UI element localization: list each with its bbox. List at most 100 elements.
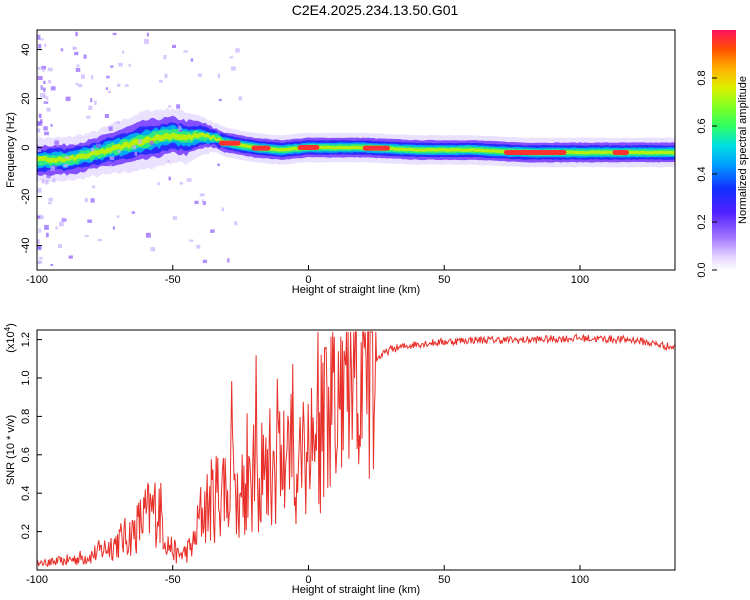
noise-speck bbox=[62, 217, 65, 221]
noise-speck bbox=[105, 87, 109, 90]
noise-speck bbox=[75, 67, 81, 72]
spectrogram-peak bbox=[612, 149, 629, 155]
noise-speck bbox=[41, 178, 45, 184]
noise-speck bbox=[94, 100, 97, 105]
bottom-x-tick-label: -100 bbox=[26, 574, 48, 586]
noise-speck bbox=[201, 199, 204, 204]
noise-speck bbox=[167, 160, 170, 163]
noise-speck bbox=[75, 82, 79, 85]
noise-speck bbox=[54, 140, 59, 145]
noise-speck bbox=[138, 139, 142, 144]
spectrogram-ridge bbox=[37, 31, 675, 267]
spectrogram-peak bbox=[362, 145, 390, 151]
noise-speck bbox=[106, 75, 110, 79]
noise-speck bbox=[116, 215, 120, 219]
noise-speck bbox=[217, 73, 221, 79]
noise-speck bbox=[202, 200, 206, 205]
noise-speck bbox=[172, 216, 177, 220]
spectrogram-peak bbox=[297, 145, 320, 151]
noise-speck bbox=[146, 32, 149, 37]
noise-speck bbox=[199, 193, 205, 197]
noise-speck bbox=[37, 187, 42, 193]
noise-speck bbox=[38, 260, 43, 264]
noise-speck bbox=[48, 79, 52, 84]
snr-panel: -100 -50 0 50 100 0.2 0.4 0.6 0.8 1.0 1.2 Height … bbox=[3, 323, 676, 596]
noise-speck bbox=[46, 232, 49, 238]
noise-speck bbox=[186, 178, 192, 182]
noise-speck bbox=[92, 185, 96, 189]
noise-speck bbox=[218, 98, 222, 102]
noise-speck bbox=[131, 211, 136, 214]
top-x-tick-label: 50 bbox=[438, 274, 450, 286]
top-y-tick-label: 20 bbox=[20, 92, 32, 104]
noise-speck bbox=[87, 219, 93, 223]
top-y-axis: -40 -20 0 20 40 bbox=[20, 43, 42, 253]
noise-speck bbox=[44, 224, 49, 230]
colorbar-tick-label: 0.6 bbox=[696, 118, 708, 133]
noise-speck bbox=[44, 131, 49, 136]
noise-speck bbox=[41, 65, 47, 70]
noise-speck bbox=[164, 73, 168, 79]
noise-speck bbox=[43, 87, 46, 92]
top-y-tick-label: -20 bbox=[20, 189, 32, 205]
bottom-y-tick-label: 1.2 bbox=[20, 332, 32, 347]
bottom-x-tick-label: 50 bbox=[438, 574, 450, 586]
noise-speck bbox=[235, 48, 240, 53]
noise-speck bbox=[88, 105, 93, 110]
noise-speck bbox=[65, 96, 71, 102]
colorbar-tick-label: 0.2 bbox=[696, 214, 708, 229]
noise-speck bbox=[178, 125, 182, 131]
noise-speck bbox=[149, 140, 154, 146]
noise-speck bbox=[112, 32, 117, 36]
noise-speck bbox=[58, 244, 62, 249]
bottom-x-tick-label: 0 bbox=[305, 574, 311, 586]
noise-speck bbox=[168, 105, 172, 108]
noise-speck bbox=[74, 51, 79, 56]
noise-speck bbox=[163, 55, 167, 60]
noise-speck bbox=[117, 149, 121, 154]
noise-speck bbox=[134, 151, 138, 156]
noise-speck bbox=[144, 39, 149, 44]
top-x-tick-label: -50 bbox=[165, 274, 181, 286]
top-x-axis: -100 -50 0 50 100 bbox=[26, 265, 589, 286]
noise-speck bbox=[104, 113, 110, 118]
noise-speck bbox=[45, 179, 49, 185]
bottom-x-tick-label: -50 bbox=[165, 574, 181, 586]
noise-speck bbox=[128, 63, 131, 67]
noise-speck bbox=[37, 149, 42, 153]
noise-speck bbox=[50, 166, 55, 171]
noise-speck bbox=[109, 156, 115, 161]
noise-speck bbox=[194, 200, 199, 205]
top-x-tick-label: 100 bbox=[571, 274, 589, 286]
noise-speck bbox=[76, 64, 80, 68]
noise-speck bbox=[50, 123, 53, 127]
noise-speck bbox=[46, 174, 51, 179]
noise-speck bbox=[230, 66, 236, 71]
bottom-y-tick-label: 0.8 bbox=[20, 409, 32, 424]
colorbar-label: Normalized spectral amplitude bbox=[737, 76, 749, 224]
noise-speck bbox=[38, 228, 42, 233]
spectrogram-peak bbox=[218, 140, 241, 146]
noise-speck bbox=[122, 50, 125, 54]
noise-speck bbox=[55, 226, 58, 230]
top-frame bbox=[36, 29, 676, 271]
spectrogram-band bbox=[37, 132, 675, 164]
noise-speck bbox=[42, 68, 45, 72]
noise-speck bbox=[190, 58, 194, 62]
noise-speck bbox=[37, 128, 41, 133]
bottom-y-tick-label: 0.6 bbox=[20, 447, 32, 462]
noise-speck bbox=[95, 143, 101, 148]
noise-speck bbox=[47, 67, 53, 72]
noise-speck bbox=[196, 244, 201, 249]
top-y-tick-label: -40 bbox=[20, 238, 32, 254]
top-x-tick-label: -100 bbox=[26, 274, 48, 286]
top-x-label: Height of straight line (km) bbox=[292, 284, 420, 296]
noise-speck bbox=[176, 104, 181, 109]
noise-speck bbox=[37, 239, 40, 245]
noise-speck bbox=[43, 126, 48, 131]
noise-speck bbox=[217, 163, 220, 167]
noise-speck bbox=[46, 96, 49, 101]
bottom-y-tick-label: 0.2 bbox=[20, 524, 32, 539]
colorbar-tick-label: 0.4 bbox=[696, 166, 708, 181]
